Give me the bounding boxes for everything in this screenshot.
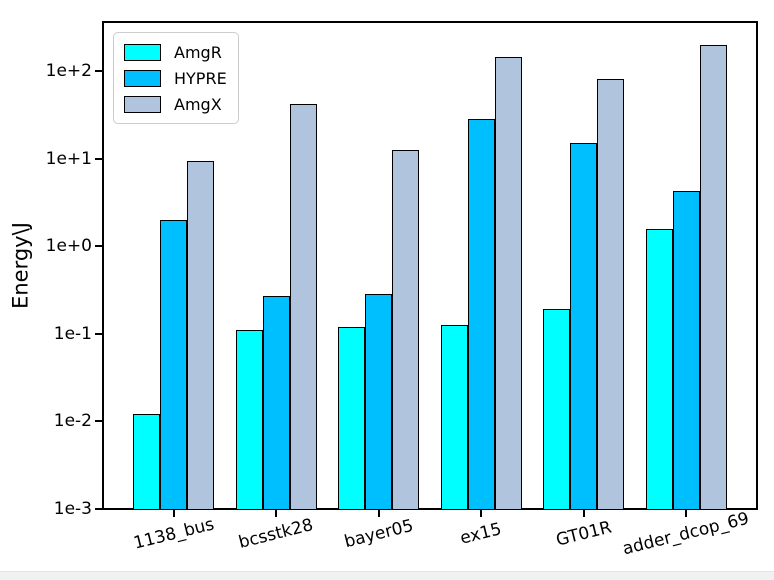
x-tick-mark-ex15 [480,510,483,517]
bar-amgx-bayer05 [392,150,420,510]
bar-amgx-bcsstk28 [289,103,317,510]
y-tick-mark-1e+2 [95,70,103,72]
legend-swatch-hypre [124,69,161,87]
x-tick-mark-adder_dcop_69 [685,510,687,517]
y-tick-label-1e-3: 1e-3 [53,498,92,519]
y-tick-mark-1e-2 [95,420,103,422]
bar-hypre-bayer05 [365,294,393,510]
y-tick-label-1e+2: 1e+2 [45,61,92,81]
y-tick-label-1e-1: 1e-1 [53,323,92,344]
plot-area [102,21,758,510]
legend-entry-amgr: AmgR [124,39,228,65]
bar-amgx-1138_bus [187,160,215,510]
bar-hypre-ex15 [467,119,495,510]
x-tick-mark-bayer05 [377,510,380,517]
x-tick-label-GT01R: GT01R [553,517,614,551]
bar-hypre-bcsstk28 [262,295,290,510]
x-tick-mark-bcsstk28 [275,510,278,517]
legend-swatch-amgr [124,43,161,61]
legend-label-amgr: AmgR [174,42,222,62]
bar-amgr-ex15 [440,325,468,510]
x-tick-mark-1138_bus [172,510,175,517]
legend-swatch-amgx [124,95,161,113]
bar-amgr-bayer05 [338,326,366,510]
bar-hypre-1138_bus [160,219,188,510]
bar-amgr-adder_dcop_69 [645,229,673,510]
bar-amgx-GT01R [597,78,625,510]
bar-amgr-1138_bus [133,414,161,510]
legend-entry-amgx: AmgX [124,91,228,117]
window-bottom-strip [0,571,774,580]
x-tick-label-bcsstk28: bcsstk28 [236,515,316,553]
x-tick-label-ex15: ex15 [458,519,504,549]
y-tick-label-1e+1: 1e+1 [45,148,92,169]
x-tick-label-bayer05: bayer05 [341,515,416,553]
legend-entry-hypre: HYPRE [124,65,228,91]
bar-amgx-adder_dcop_69 [699,44,727,510]
y-tick-label-1e-2: 1e-2 [53,411,92,431]
y-tick-label-1e+0: 1e+0 [45,236,92,256]
legend-label-amgx: AmgX [174,94,222,114]
legend-label-hypre: HYPRE [174,68,227,88]
bar-hypre-GT01R [570,143,598,510]
y-tick-mark-1e+0 [95,245,103,247]
x-tick-mark-GT01R [582,510,585,517]
bar-amgr-bcsstk28 [235,329,263,510]
x-tick-label-1138_bus: 1138_bus [131,514,216,554]
bar-amgx-ex15 [494,56,522,510]
y-tick-mark-1e-3 [95,507,103,510]
legend: AmgR HYPRE AmgX [113,32,239,124]
y-tick-mark-1e-1 [95,332,103,335]
y-tick-mark-1e+1 [95,157,103,160]
bar-hypre-adder_dcop_69 [672,191,700,510]
bar-amgr-GT01R [543,309,571,510]
